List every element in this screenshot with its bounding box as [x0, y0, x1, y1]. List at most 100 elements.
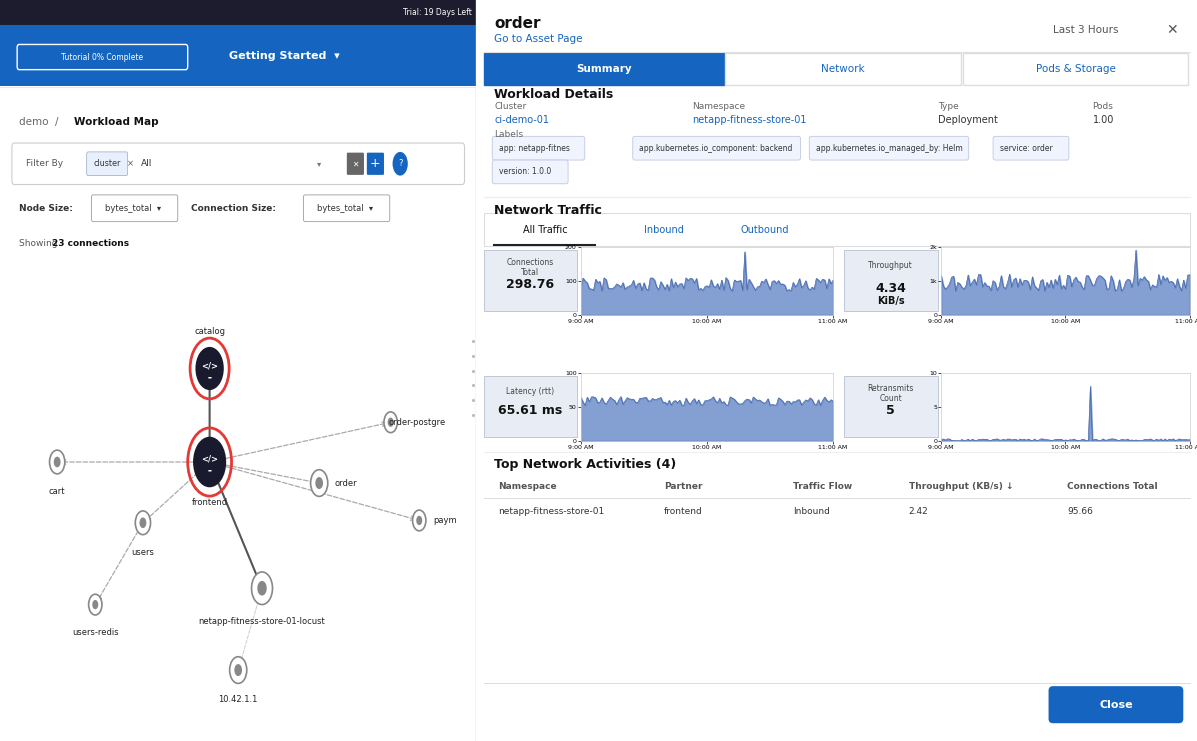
FancyBboxPatch shape [484, 250, 577, 311]
Text: service: order: service: order [999, 144, 1052, 153]
Text: 5: 5 [886, 404, 895, 417]
Text: bytes_total  ▾: bytes_total ▾ [317, 204, 373, 213]
Text: paym: paym [433, 516, 457, 525]
Text: Outbound: Outbound [741, 225, 789, 235]
FancyBboxPatch shape [17, 44, 188, 70]
Text: netapp-fitness-store-01: netapp-fitness-store-01 [693, 115, 807, 125]
Text: Close: Close [1099, 700, 1132, 710]
Text: Partner: Partner [664, 482, 703, 491]
FancyBboxPatch shape [725, 53, 961, 85]
Text: Cluster: Cluster [494, 102, 527, 111]
Text: cart: cart [49, 487, 66, 496]
FancyBboxPatch shape [366, 153, 384, 175]
Text: users-redis: users-redis [72, 628, 119, 637]
Text: </>: </> [201, 454, 218, 464]
Text: Throughput (KB/s) ↓: Throughput (KB/s) ↓ [909, 482, 1014, 491]
Text: 10.42.1.1: 10.42.1.1 [219, 695, 257, 704]
Text: Getting Started  ▾: Getting Started ▾ [229, 50, 340, 61]
Text: order: order [334, 479, 357, 488]
Circle shape [89, 594, 102, 615]
Circle shape [388, 418, 394, 427]
Text: ci-demo-01: ci-demo-01 [494, 115, 549, 125]
Text: app.kubernetes.io_managed_by: Helm: app.kubernetes.io_managed_by: Helm [816, 144, 962, 153]
Text: Pods: Pods [1093, 102, 1113, 111]
Text: 4.34: 4.34 [875, 282, 906, 296]
Text: ▾: ▾ [317, 159, 321, 168]
Text: Traffic Flow: Traffic Flow [794, 482, 852, 491]
Circle shape [413, 510, 426, 531]
Text: netapp-fitness-store-01: netapp-fitness-store-01 [498, 507, 604, 516]
Text: Last 3 Hours: Last 3 Hours [1053, 24, 1118, 35]
Text: order: order [494, 16, 541, 31]
FancyBboxPatch shape [1049, 686, 1184, 723]
FancyBboxPatch shape [12, 143, 464, 185]
FancyBboxPatch shape [304, 195, 390, 222]
Text: order-postgre: order-postgre [388, 418, 445, 427]
Circle shape [417, 516, 423, 525]
Text: Namespace: Namespace [498, 482, 557, 491]
FancyBboxPatch shape [0, 0, 476, 25]
Circle shape [384, 412, 397, 433]
Text: 2.42: 2.42 [909, 507, 929, 516]
Text: catalog: catalog [194, 327, 225, 336]
Text: app.kubernetes.io_component: backend: app.kubernetes.io_component: backend [639, 144, 792, 153]
Circle shape [92, 600, 98, 609]
Text: users: users [132, 548, 154, 557]
FancyBboxPatch shape [91, 195, 177, 222]
Text: Deployment: Deployment [937, 115, 997, 125]
Circle shape [235, 664, 242, 676]
Text: Network: Network [821, 64, 865, 74]
FancyBboxPatch shape [492, 160, 569, 184]
Text: Retransmits: Retransmits [868, 384, 915, 393]
FancyBboxPatch shape [476, 0, 1197, 741]
Text: ?: ? [397, 159, 402, 168]
Circle shape [251, 572, 273, 605]
FancyBboxPatch shape [347, 153, 364, 175]
Text: Throughput: Throughput [868, 261, 913, 270]
FancyBboxPatch shape [0, 0, 476, 741]
Text: Workload Map: Workload Map [74, 116, 158, 127]
Text: Showing: Showing [19, 239, 60, 248]
FancyBboxPatch shape [844, 376, 937, 437]
Text: ✕: ✕ [1166, 23, 1178, 36]
Text: 1.00: 1.00 [1093, 115, 1114, 125]
Text: Labels: Labels [494, 130, 523, 139]
Text: netapp-fitness-store-01-locust: netapp-fitness-store-01-locust [199, 617, 326, 626]
Text: Go to Asset Page: Go to Asset Page [494, 34, 583, 44]
Text: demo  /: demo / [19, 116, 62, 127]
Text: 23 connections: 23 connections [53, 239, 129, 248]
Text: ✕: ✕ [352, 159, 359, 168]
Text: Connection Size:: Connection Size: [190, 204, 275, 213]
FancyBboxPatch shape [0, 25, 476, 86]
Text: Workload Details: Workload Details [494, 88, 614, 102]
Text: Tutorial 0% Complete: Tutorial 0% Complete [61, 53, 144, 62]
Circle shape [230, 657, 247, 683]
FancyBboxPatch shape [994, 136, 1069, 160]
Text: bytes_total  ▾: bytes_total ▾ [105, 204, 162, 213]
Circle shape [315, 477, 323, 489]
Text: Connections Total: Connections Total [1068, 482, 1157, 491]
Text: ▬: ▬ [208, 376, 212, 379]
Text: ▬: ▬ [208, 469, 212, 473]
Circle shape [140, 517, 146, 528]
Text: 65.61 ms: 65.61 ms [498, 404, 563, 417]
Text: Inbound: Inbound [794, 507, 831, 516]
Text: frontend: frontend [192, 498, 227, 508]
Text: Node Size:: Node Size: [19, 204, 73, 213]
FancyBboxPatch shape [633, 136, 801, 160]
Text: Connections: Connections [506, 258, 554, 267]
Text: Namespace: Namespace [693, 102, 746, 111]
Circle shape [194, 437, 225, 486]
Circle shape [54, 456, 61, 468]
Text: Network Traffic: Network Traffic [494, 204, 602, 217]
FancyBboxPatch shape [809, 136, 968, 160]
FancyBboxPatch shape [492, 136, 585, 160]
Text: KiB/s: KiB/s [877, 296, 905, 306]
Circle shape [135, 511, 151, 535]
Circle shape [196, 348, 223, 389]
FancyBboxPatch shape [484, 376, 577, 437]
FancyBboxPatch shape [86, 152, 128, 176]
Text: +: + [370, 157, 381, 170]
Circle shape [393, 152, 408, 176]
Text: All: All [140, 159, 152, 168]
